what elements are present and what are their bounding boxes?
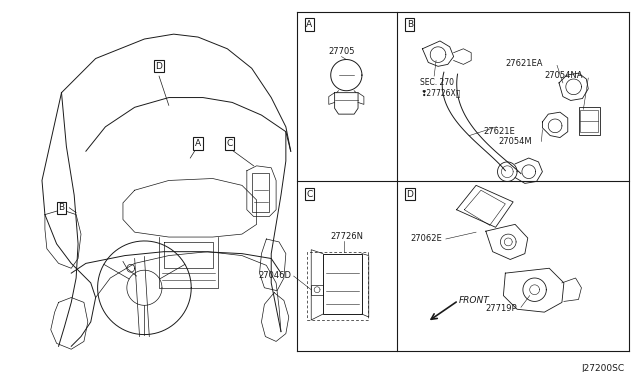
Text: B: B [58,203,65,212]
Bar [579,107,600,135]
Text: C: C [226,139,232,148]
Text: 27062E: 27062E [411,234,442,244]
Bar [307,252,368,320]
Bar [580,110,598,132]
Text: FRONT: FRONT [458,296,489,305]
Text: C: C [306,190,312,199]
Text: J27200SC: J27200SC [581,364,625,372]
Text: SEC. 270
❢27726X〉: SEC. 270 ❢27726X〉 [420,78,461,97]
Text: B: B [406,20,413,29]
Text: D: D [156,62,163,71]
Text: A: A [195,139,201,148]
Text: 27705: 27705 [329,47,355,56]
Text: 27719P: 27719P [486,304,518,313]
Text: 27054M: 27054M [499,137,532,146]
Text: 27726N: 27726N [331,231,364,241]
Text: A: A [306,20,312,29]
Text: 27046D: 27046D [259,270,292,280]
Text: 27621E: 27621E [483,127,515,136]
Text: 27621EA: 27621EA [506,59,543,68]
Text: D: D [406,190,413,199]
Bar [252,173,269,212]
Bar [311,285,323,295]
Text: 27054NA: 27054NA [545,71,583,80]
Bar [323,254,362,314]
